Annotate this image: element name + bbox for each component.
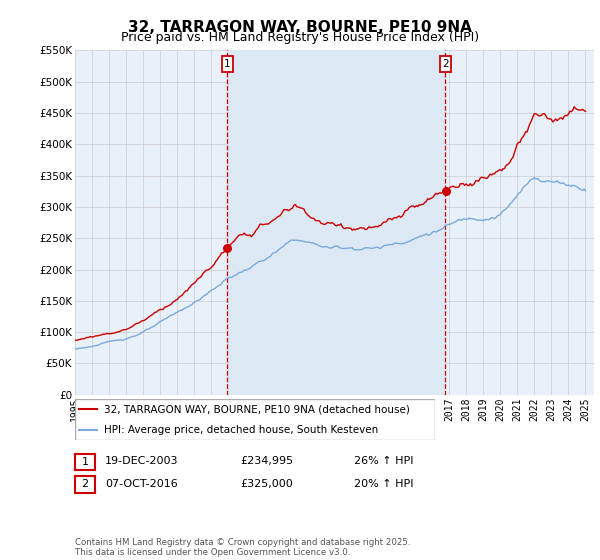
Point — [223, 243, 232, 252]
Text: Price paid vs. HM Land Registry's House Price Index (HPI): Price paid vs. HM Land Registry's House … — [121, 31, 479, 44]
Text: 1: 1 — [82, 457, 88, 467]
Text: Contains HM Land Registry data © Crown copyright and database right 2025.
This d: Contains HM Land Registry data © Crown c… — [75, 538, 410, 557]
Text: 2: 2 — [82, 479, 88, 489]
Text: 07-OCT-2016: 07-OCT-2016 — [105, 479, 178, 489]
Text: 32, TARRAGON WAY, BOURNE, PE10 9NA: 32, TARRAGON WAY, BOURNE, PE10 9NA — [128, 20, 472, 35]
Bar — [227, 50, 445, 395]
Text: 19-DEC-2003: 19-DEC-2003 — [105, 456, 179, 466]
Point — [442, 187, 451, 196]
Text: 2: 2 — [442, 59, 449, 69]
Text: £325,000: £325,000 — [240, 479, 293, 489]
Text: HPI: Average price, detached house, South Kesteven: HPI: Average price, detached house, Sout… — [104, 424, 378, 435]
Text: 20% ↑ HPI: 20% ↑ HPI — [354, 479, 413, 489]
FancyBboxPatch shape — [75, 399, 435, 440]
Text: 26% ↑ HPI: 26% ↑ HPI — [354, 456, 413, 466]
Text: £234,995: £234,995 — [240, 456, 293, 466]
Text: 1: 1 — [224, 59, 231, 69]
Text: 32, TARRAGON WAY, BOURNE, PE10 9NA (detached house): 32, TARRAGON WAY, BOURNE, PE10 9NA (deta… — [104, 404, 410, 414]
